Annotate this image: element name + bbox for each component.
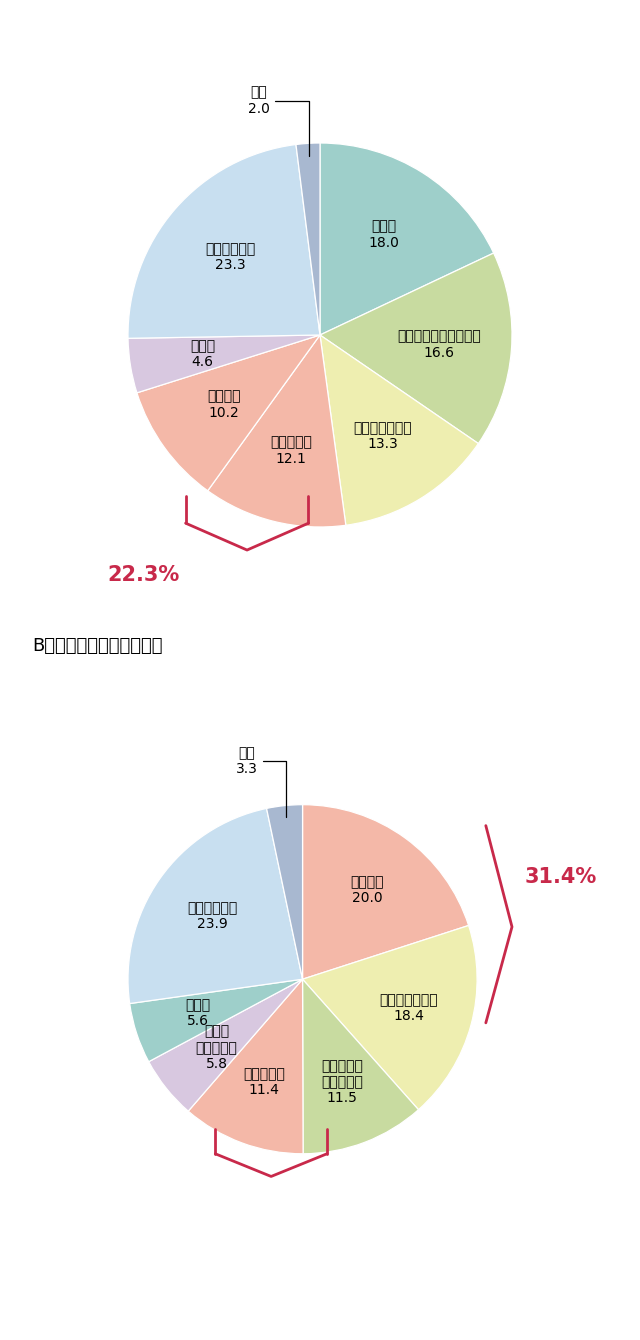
Wedge shape [188, 980, 303, 1154]
Wedge shape [320, 253, 512, 444]
Wedge shape [208, 335, 346, 527]
Text: 脳血管疾患（脳卒中）
16.6: 脳血管疾患（脳卒中） 16.6 [397, 330, 481, 359]
Text: 脳血管疾患
（脳卒中）
11.5: 脳血管疾患 （脳卒中） 11.5 [321, 1059, 363, 1106]
Wedge shape [320, 335, 478, 525]
Wedge shape [130, 980, 303, 1061]
Text: 22.3%: 22.3% [108, 564, 179, 584]
Text: 骨折・転倒
11.4: 骨折・転倒 11.4 [243, 1067, 285, 1097]
Wedge shape [128, 808, 303, 1004]
Text: その他の原因
23.3: その他の原因 23.3 [205, 243, 255, 272]
Text: 不詳
3.3: 不詳 3.3 [236, 746, 286, 816]
Text: 高齢による衰弱
18.4: 高齢による衰弱 18.4 [380, 993, 438, 1024]
Text: 認知症
18.0: 認知症 18.0 [368, 220, 399, 249]
Wedge shape [303, 804, 468, 980]
Text: 認知症
5.6: 認知症 5.6 [186, 998, 211, 1029]
Text: 関節疾患
20.0: 関節疾患 20.0 [351, 875, 384, 906]
Text: 不詳
2.0: 不詳 2.0 [248, 86, 309, 155]
Wedge shape [128, 335, 320, 393]
Wedge shape [137, 335, 320, 490]
Text: 骨折・転倒
12.1: 骨折・転倒 12.1 [270, 436, 312, 465]
Wedge shape [296, 143, 320, 335]
Text: 心疾患
（心臓病）
5.8: 心疾患 （心臓病） 5.8 [196, 1025, 237, 1071]
Wedge shape [320, 143, 493, 335]
Wedge shape [128, 145, 320, 338]
Wedge shape [148, 980, 303, 1111]
Text: 31.4%: 31.4% [525, 867, 597, 887]
Text: 心臓病
4.6: 心臓病 4.6 [190, 339, 215, 370]
Wedge shape [303, 926, 477, 1110]
Text: 高齢による衰弱
13.3: 高齢による衰弱 13.3 [353, 421, 412, 452]
Text: その他の原因
23.9: その他の原因 23.9 [188, 900, 237, 931]
Text: 関節疾患
10.2: 関節疾患 10.2 [207, 390, 240, 419]
Wedge shape [303, 980, 419, 1154]
Text: B　要支援１になった原因: B 要支援１になった原因 [32, 636, 163, 655]
Wedge shape [267, 804, 303, 980]
